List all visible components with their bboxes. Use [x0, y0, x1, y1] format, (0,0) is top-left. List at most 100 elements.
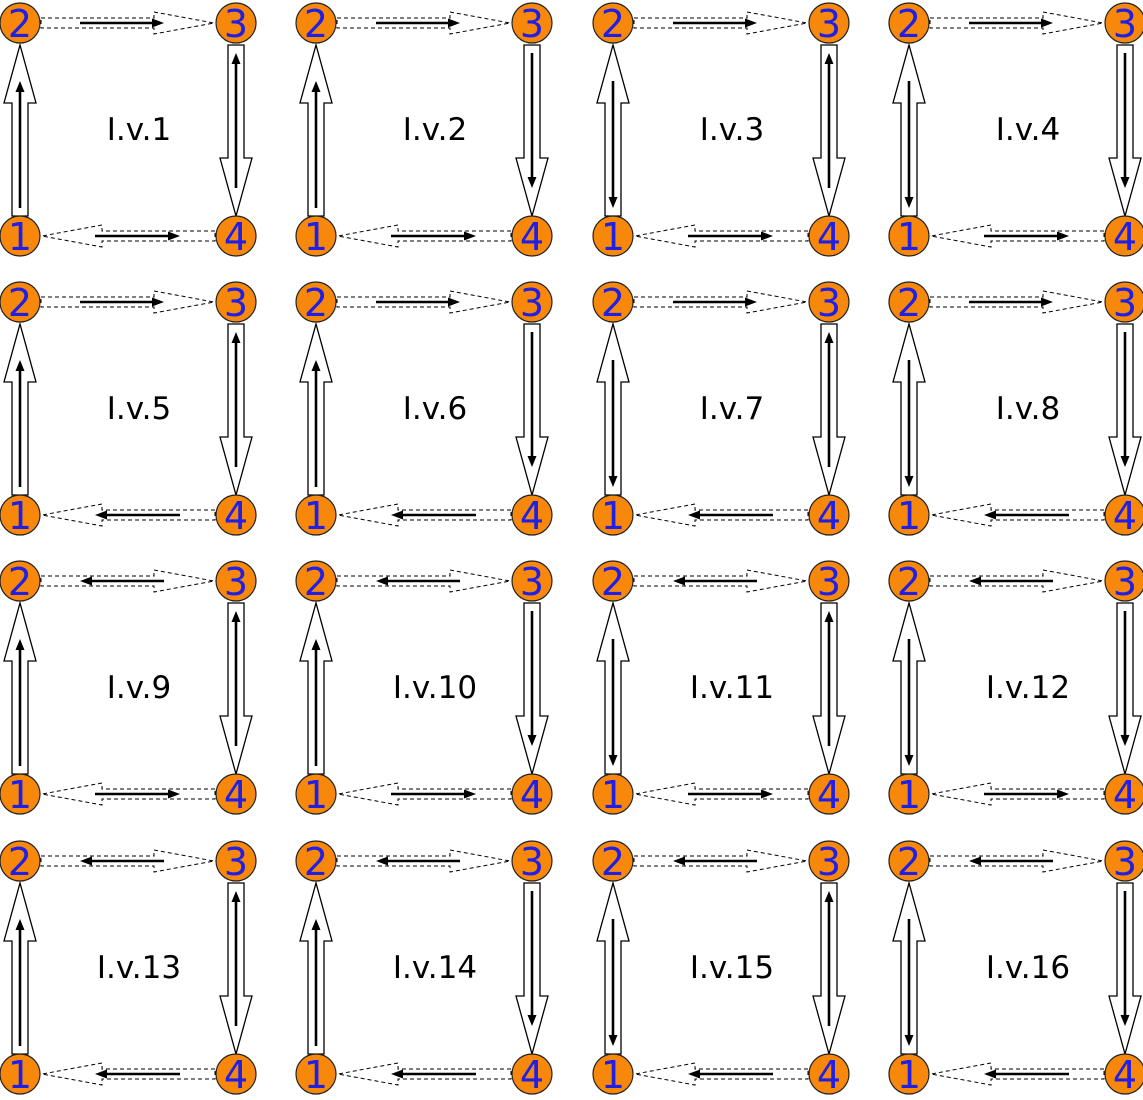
node-label: 3 — [1113, 840, 1137, 884]
node-2: 2 — [295, 281, 337, 325]
node-1: 1 — [295, 1053, 337, 1097]
node-label: 3 — [817, 2, 841, 46]
node-3: 3 — [1104, 840, 1143, 884]
node-label: 4 — [1113, 773, 1137, 817]
inner-arrow-right-up — [231, 332, 241, 467]
node-3: 3 — [808, 840, 850, 884]
node-label: 4 — [224, 215, 248, 259]
panel-label: I.v.12 — [986, 670, 1070, 706]
node-4: 4 — [511, 215, 553, 259]
inner-arrow-top-right — [376, 297, 460, 307]
inner-arrow-top-left — [673, 576, 757, 586]
node-label: 3 — [520, 560, 544, 604]
node-circle — [808, 2, 850, 44]
inner-arrow-left-up — [15, 639, 25, 766]
node-circle — [0, 2, 41, 44]
node-label: 4 — [1113, 1053, 1137, 1097]
node-label: 4 — [817, 1053, 841, 1097]
inner-arrow-right-up — [231, 53, 241, 188]
node-label: 2 — [601, 2, 625, 46]
node-label: 4 — [817, 215, 841, 259]
node-3: 3 — [511, 840, 553, 884]
node-4: 4 — [1104, 494, 1143, 538]
panel: 1 2 3 4 I.v.3 — [592, 2, 850, 259]
node-label: 4 — [1113, 494, 1137, 538]
inner-arrow-left-down — [608, 919, 618, 1046]
node-2: 2 — [888, 840, 930, 884]
node-circle — [0, 215, 41, 257]
inner-arrow-right-down — [1120, 53, 1130, 188]
node-1: 1 — [592, 773, 634, 817]
panel: 1 2 3 4 I.v.11 — [592, 560, 850, 817]
node-1: 1 — [888, 773, 930, 817]
node-circle — [808, 560, 850, 602]
node-1: 1 — [592, 215, 634, 259]
node-circle — [592, 773, 634, 815]
panel-label: I.v.9 — [107, 670, 172, 706]
node-label: 3 — [817, 560, 841, 604]
inner-arrow-left-down — [608, 81, 618, 208]
inner-arrow-left-down — [904, 919, 914, 1046]
node-3: 3 — [1104, 2, 1143, 46]
node-circle — [511, 215, 553, 257]
inner-arrow-left-down — [904, 360, 914, 487]
node-label: 1 — [601, 215, 625, 259]
inner-arrow-top-right — [969, 18, 1053, 28]
node-circle — [215, 494, 257, 536]
node-circle — [888, 560, 930, 602]
node-circle — [215, 281, 257, 323]
node-circle — [511, 2, 553, 44]
node-4: 4 — [808, 494, 850, 538]
node-circle — [511, 560, 553, 602]
node-label: 3 — [520, 840, 544, 884]
node-label: 4 — [520, 494, 544, 538]
inner-arrow-left-up — [15, 81, 25, 208]
node-circle — [592, 840, 634, 882]
node-circle — [888, 494, 930, 536]
node-2: 2 — [0, 2, 41, 46]
node-label: 3 — [1113, 281, 1137, 325]
node-1: 1 — [888, 494, 930, 538]
panel-label: I.v.2 — [403, 112, 468, 148]
node-label: 2 — [601, 281, 625, 325]
node-circle — [0, 560, 41, 602]
node-circle — [511, 1053, 553, 1095]
node-2: 2 — [888, 2, 930, 46]
node-circle — [888, 215, 930, 257]
inner-arrow-right-down — [1120, 611, 1130, 746]
node-circle — [295, 560, 337, 602]
inner-arrow-top-left — [80, 856, 164, 866]
node-2: 2 — [0, 281, 41, 325]
node-circle — [592, 560, 634, 602]
inner-arrow-right-up — [824, 53, 834, 188]
node-3: 3 — [1104, 560, 1143, 604]
node-label: 4 — [817, 494, 841, 538]
panel: 1 2 3 4 I.v.13 — [0, 840, 257, 1097]
inner-arrow-left-up — [311, 81, 321, 208]
node-circle — [888, 1053, 930, 1095]
panel: 1 2 3 4 I.v.4 — [888, 2, 1143, 259]
node-circle — [592, 1053, 634, 1095]
inner-arrow-top-right — [969, 297, 1053, 307]
node-label: 2 — [601, 560, 625, 604]
node-1: 1 — [295, 773, 337, 817]
inner-arrow-left-up — [311, 360, 321, 487]
inner-arrow-right-up — [824, 611, 834, 746]
node-circle — [295, 840, 337, 882]
inner-arrow-left-down — [904, 81, 914, 208]
panel: 1 2 3 4 I.v.10 — [295, 560, 553, 817]
node-4: 4 — [215, 773, 257, 817]
inner-arrow-bottom-right — [391, 231, 476, 241]
node-label: 2 — [304, 281, 328, 325]
node-1: 1 — [888, 1053, 930, 1097]
panel-label: I.v.5 — [107, 391, 172, 427]
node-3: 3 — [215, 281, 257, 325]
panel: 1 2 3 4 I.v.9 — [0, 560, 257, 817]
node-label: 2 — [304, 2, 328, 46]
inner-arrow-top-left — [969, 576, 1053, 586]
node-3: 3 — [215, 2, 257, 46]
node-3: 3 — [808, 2, 850, 46]
inner-arrow-left-down — [608, 360, 618, 487]
panel: 1 2 3 4 I.v.7 — [592, 281, 850, 538]
node-2: 2 — [592, 2, 634, 46]
